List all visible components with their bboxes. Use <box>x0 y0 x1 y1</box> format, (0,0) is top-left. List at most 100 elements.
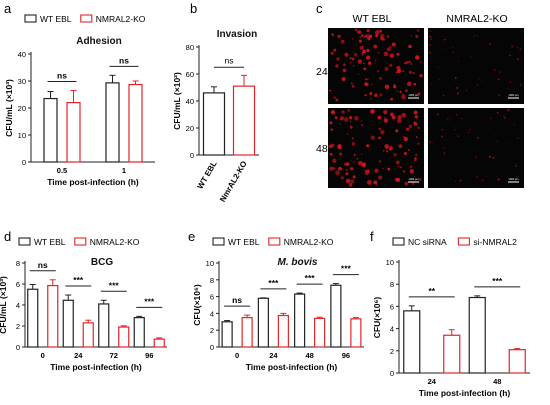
micrograph-speck <box>352 161 355 164</box>
micrograph-speck <box>359 36 362 39</box>
x-axis-label: Time post-infection (h) <box>246 362 338 372</box>
x-tick-label: 0 <box>41 351 45 360</box>
micrograph-speck <box>366 180 372 185</box>
micrograph-panel: WT EBL NMRAL2-KO 24hpi 48hpi 1000 μm1000… <box>316 13 524 188</box>
micrograph-speck <box>346 132 349 135</box>
micrograph-speck <box>511 45 514 48</box>
micrograph-speck <box>333 167 336 170</box>
y-tick-label: 0 <box>210 343 214 352</box>
micrograph-speck <box>329 152 333 156</box>
bar <box>277 314 289 348</box>
micrograph-speck <box>351 137 354 140</box>
micrograph-speck <box>452 46 454 49</box>
micrograph-speck <box>403 152 407 155</box>
bar <box>133 317 145 348</box>
bar <box>508 349 526 374</box>
micrograph-speck <box>515 165 517 167</box>
micrograph-speck <box>449 118 451 120</box>
micrograph-speck <box>337 34 341 39</box>
significance-label: ns <box>225 55 234 65</box>
micrograph-speck <box>338 144 342 147</box>
micrograph-speck <box>389 53 394 58</box>
y-tick-label: 0 <box>16 343 20 352</box>
micrograph-speck <box>374 30 380 35</box>
micrograph-speck <box>399 90 402 93</box>
significance-label: ** <box>428 286 435 296</box>
x-tick-label: 48 <box>493 377 501 386</box>
y-tick-label: 10 <box>18 131 26 140</box>
micrograph-speck <box>405 61 409 64</box>
chart-invasion: 0 20 40 60 80 CFU/mL (×10²) Invasion WT EBL NmrA… <box>172 29 259 204</box>
micrograph-speck <box>357 59 363 64</box>
micrograph-speck <box>377 115 382 120</box>
micrograph-speck <box>366 29 370 33</box>
micrograph-speck <box>386 35 390 38</box>
micrograph-speck <box>341 77 345 81</box>
micrograph-speck <box>383 51 389 57</box>
bar <box>98 303 110 348</box>
micrograph-speck <box>489 43 492 45</box>
micrograph-speck <box>503 115 506 118</box>
micrograph-speck <box>344 52 349 57</box>
micrograph-speck <box>519 74 521 76</box>
micrograph-speck <box>339 152 342 156</box>
legend-label: NMRAL2-KO <box>90 237 140 247</box>
micrograph-speck <box>481 179 484 182</box>
micrograph-speck <box>329 166 334 171</box>
micrograph-speck <box>343 117 349 122</box>
bar <box>105 82 120 163</box>
bar <box>257 297 269 348</box>
micrograph-speck <box>370 135 375 140</box>
x-tick-label: 96 <box>145 351 153 360</box>
micrograph-speck <box>334 116 338 120</box>
micrograph-speck <box>366 48 370 53</box>
panel-label-e: e <box>188 229 195 244</box>
y-tick-label: 4 <box>16 301 20 310</box>
y-axis-label: CFU(×10⁶) <box>372 297 382 339</box>
significance-label: ns <box>119 55 129 65</box>
micrograph-speck <box>395 129 399 133</box>
micrograph-speck <box>454 76 457 79</box>
micrograph-speck <box>373 44 378 49</box>
y-tick-label: 0 <box>190 151 194 160</box>
y-tick-label: 30 <box>18 77 26 86</box>
y-tick-label: 6 <box>210 293 214 302</box>
y-tick-label: 6 <box>16 280 20 289</box>
micrograph-speck <box>458 60 460 62</box>
micrograph-speck <box>452 51 454 54</box>
micrograph-speck <box>402 70 405 73</box>
y-tick-label: 8 <box>390 280 394 289</box>
scale-bar-label: 1000 μm <box>508 177 518 181</box>
micrograph-speck <box>370 97 372 100</box>
micrograph-speck <box>442 146 445 149</box>
y-tick-label: 2 <box>16 322 20 331</box>
micrograph-tile <box>328 28 424 104</box>
micrograph-speck <box>333 96 336 99</box>
micrograph-speck <box>507 109 510 112</box>
micrograph-speck <box>418 178 422 182</box>
micrograph-speck <box>437 66 439 69</box>
micrograph-speck <box>416 29 420 32</box>
bar <box>350 318 362 348</box>
legend-label: WT EBL <box>34 237 66 247</box>
micrograph-speck <box>382 167 384 170</box>
micrograph-speck <box>345 169 348 171</box>
micrograph-speck <box>504 117 506 120</box>
micrograph-speck <box>519 83 522 86</box>
micrograph-speck <box>357 73 360 75</box>
micrograph-speck <box>353 153 357 157</box>
micrograph-speck <box>369 92 373 95</box>
micrograph-speck <box>456 87 458 90</box>
micrograph-speck <box>450 178 451 180</box>
micrograph-speck <box>404 89 408 93</box>
micrograph-speck <box>448 120 449 122</box>
micrograph-speck <box>366 144 370 148</box>
micrograph-speck <box>351 84 355 88</box>
micrograph-speck <box>475 176 478 178</box>
micrograph-speck <box>339 116 345 121</box>
y-axis-label: CFU/mL (×10³) <box>4 79 14 137</box>
micrograph-speck <box>356 157 359 160</box>
x-tick-label: 96 <box>342 351 350 360</box>
micrograph-speck <box>375 184 378 187</box>
